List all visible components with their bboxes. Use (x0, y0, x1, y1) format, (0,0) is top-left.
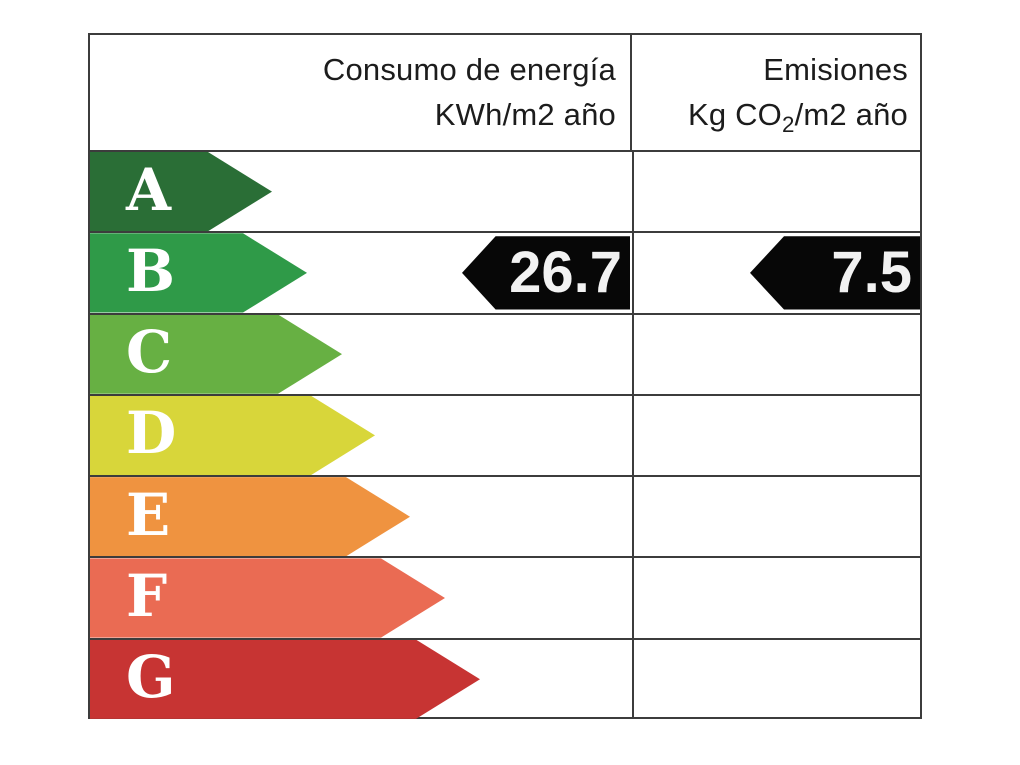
header-consumo: Consumo de energía KWh/m2 año (90, 35, 632, 150)
rating-letter: G (126, 643, 176, 712)
rating-letter: F (126, 561, 168, 630)
co2-subscript: 2 (781, 111, 795, 137)
header-consumo-line1: Consumo de energía (322, 52, 616, 88)
rating-letter: A (126, 155, 172, 224)
emisiones-value: 7.5 (831, 239, 912, 305)
rating-letter: E (126, 480, 171, 549)
header-emisiones-line1: Emisiones (763, 52, 908, 88)
rating-rows: A B 26.7 7.5 C (90, 150, 920, 719)
rating-row-d: D (90, 393, 920, 475)
emisiones-value-arrow: 7.5 (750, 236, 920, 310)
rating-letter: B (126, 236, 176, 305)
consumo-value-arrow: 26.7 (462, 236, 630, 310)
rating-row-c: C (90, 312, 920, 394)
rating-arrow-a: A (90, 152, 272, 231)
rating-row-g: G (90, 637, 920, 719)
rating-row-f: F (90, 556, 920, 637)
rating-arrow-d: D (90, 396, 375, 475)
column-divider (632, 150, 634, 719)
rating-row-e: E (90, 475, 920, 556)
rating-row-a: A (90, 150, 920, 231)
header-emisiones: Emisiones Kg CO2/m2 año (632, 35, 920, 150)
header-emisiones-line2: Kg CO2/m2 año (687, 96, 908, 137)
rating-letter: D (126, 399, 177, 468)
consumo-value: 26.7 (509, 239, 622, 305)
energy-rating-table: Consumo de energía KWh/m2 año Emisiones … (88, 33, 922, 719)
rating-arrow-g: G (90, 640, 480, 719)
rating-letter: C (126, 318, 173, 387)
rating-arrow-b: B (90, 233, 307, 312)
rating-row-b: B 26.7 7.5 (90, 231, 920, 312)
header-consumo-line2: KWh/m2 año (434, 96, 616, 132)
table-header: Consumo de energía KWh/m2 año Emisiones … (90, 35, 920, 150)
rating-arrow-e: E (90, 477, 410, 556)
rating-arrow-f: F (90, 558, 445, 637)
rating-arrow-c: C (90, 315, 342, 394)
